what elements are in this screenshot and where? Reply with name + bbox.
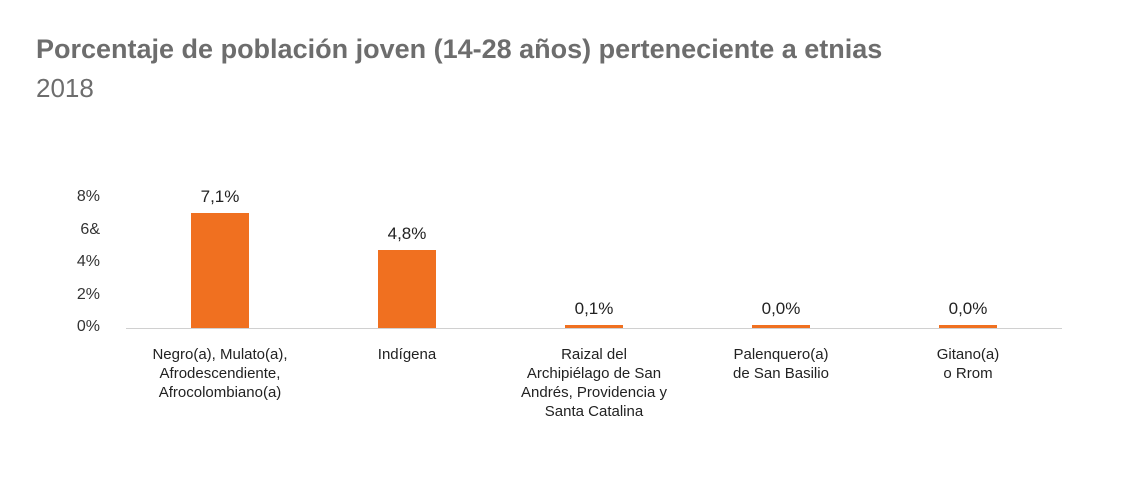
bar-data-label: 0,0% <box>761 299 801 318</box>
bar <box>191 212 249 328</box>
bar <box>939 325 997 328</box>
y-tick-label: 8% <box>76 188 100 206</box>
y-tick-label: 4% <box>76 253 100 271</box>
bar-data-label: 4,8% <box>387 224 427 244</box>
y-tick-label: 6& <box>80 220 100 238</box>
bar <box>752 325 810 328</box>
chart-title: Porcentaje de población joven (14-28 año… <box>36 34 883 64</box>
x-category-label: Indígena <box>377 346 437 363</box>
x-category-label: Palenquero(a) de San Basilio <box>733 346 829 382</box>
y-tick-label: 2% <box>76 285 100 303</box>
bar-data-label: 7,1% <box>200 186 240 206</box>
chart-subtitle: 2018 <box>36 73 94 103</box>
x-axis-line <box>126 328 1062 329</box>
bar <box>378 250 436 328</box>
bar <box>565 325 623 328</box>
x-category-label: Negro(a), Mulato(a), Afrodescendiente, A… <box>152 346 288 401</box>
x-category-label: Raizal del Archipiélago de San Andrés, P… <box>521 346 667 420</box>
y-tick-label: 0% <box>76 318 100 335</box>
bar-data-label: 0,0% <box>948 299 988 318</box>
bar-data-label: 0,1% <box>574 299 614 318</box>
x-category-label: Gitano(a) o Rrom <box>936 346 1000 382</box>
